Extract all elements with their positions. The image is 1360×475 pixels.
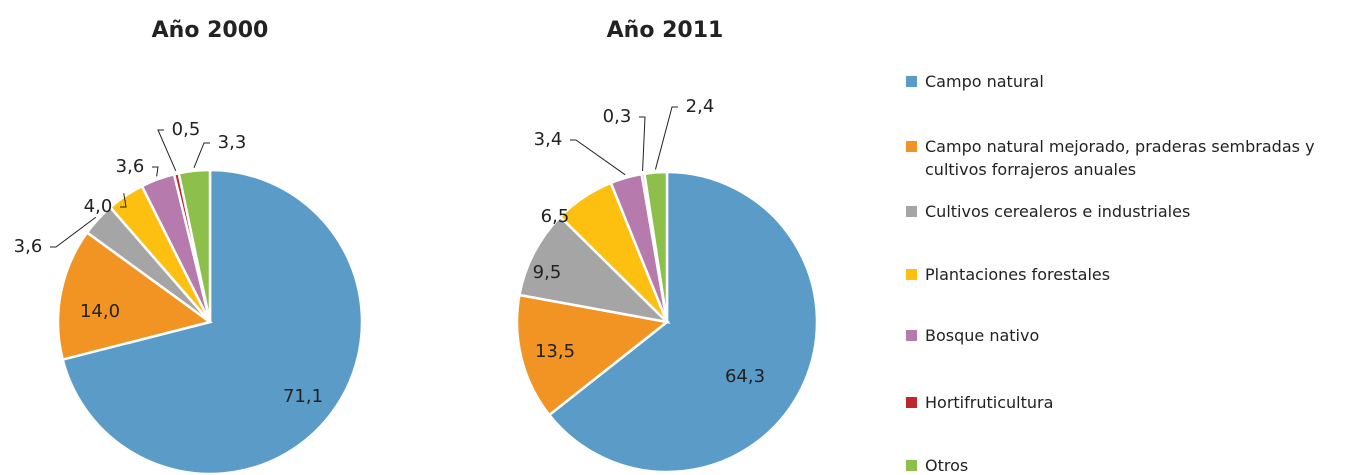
legend-item: Otros bbox=[906, 454, 1346, 475]
data-label: 3,3 bbox=[218, 132, 247, 153]
pie-slice bbox=[177, 168, 212, 323]
leader-line bbox=[157, 129, 177, 172]
pie-slice bbox=[517, 214, 671, 324]
leader-line bbox=[639, 116, 646, 171]
legend-label: Otros bbox=[925, 456, 969, 475]
data-label: 0,3 bbox=[603, 106, 632, 127]
legend-swatch bbox=[906, 460, 917, 471]
legend-label: Cultivos cerealeros e industriales bbox=[925, 202, 1191, 221]
data-label: 6,5 bbox=[541, 206, 570, 227]
legend-label: Bosque nativo bbox=[925, 326, 1040, 345]
legend-item: Campo natural bbox=[906, 70, 1346, 93]
leader-line bbox=[654, 106, 678, 170]
data-label: 64,3 bbox=[725, 366, 765, 387]
data-label: 9,5 bbox=[533, 262, 562, 283]
data-label: 3,6 bbox=[14, 236, 43, 257]
legend-swatch bbox=[906, 206, 917, 217]
data-label: 3,6 bbox=[116, 156, 145, 177]
data-label: 2,4 bbox=[686, 96, 715, 117]
legend-label: Hortifruticultura bbox=[925, 393, 1054, 412]
legend-swatch bbox=[906, 269, 917, 280]
leader-line bbox=[193, 142, 210, 169]
legend-swatch bbox=[906, 76, 917, 87]
leader-line bbox=[152, 166, 159, 177]
legend-item: Bosque nativo bbox=[906, 324, 1346, 347]
pie-slice bbox=[61, 168, 364, 475]
pie-slice bbox=[515, 293, 670, 417]
data-label: 14,0 bbox=[80, 301, 120, 322]
leader-line bbox=[120, 193, 127, 208]
data-label: 71,1 bbox=[283, 386, 323, 407]
legend-item: Plantaciones forestales bbox=[906, 263, 1346, 286]
data-label: 4,0 bbox=[84, 196, 113, 217]
pie-slice bbox=[56, 230, 213, 362]
legend-item: Hortifruticultura bbox=[906, 391, 1346, 414]
chart-title: Año 2011 bbox=[607, 18, 724, 43]
legend-swatch bbox=[906, 397, 917, 408]
data-label: 13,5 bbox=[535, 341, 575, 362]
legend-label: Plantaciones forestales bbox=[925, 265, 1111, 284]
legend-swatch bbox=[906, 141, 917, 152]
legend-swatch bbox=[906, 330, 917, 341]
legend-item: Cultivos cerealeros e industriales bbox=[906, 200, 1346, 223]
leader-line bbox=[50, 216, 97, 248]
legend-label: Campo natural mejorado, praderas sembrad… bbox=[925, 137, 1315, 179]
leader-line bbox=[570, 139, 626, 176]
legend-label: Campo natural bbox=[925, 72, 1044, 91]
pie-slice bbox=[547, 170, 819, 474]
data-label: 0,5 bbox=[172, 119, 201, 140]
legend-item: Campo natural mejorado, praderas sembrad… bbox=[906, 135, 1346, 181]
pie-slice bbox=[643, 170, 669, 323]
chart-title: Año 2000 bbox=[152, 18, 269, 43]
data-label: 3,4 bbox=[534, 129, 563, 150]
